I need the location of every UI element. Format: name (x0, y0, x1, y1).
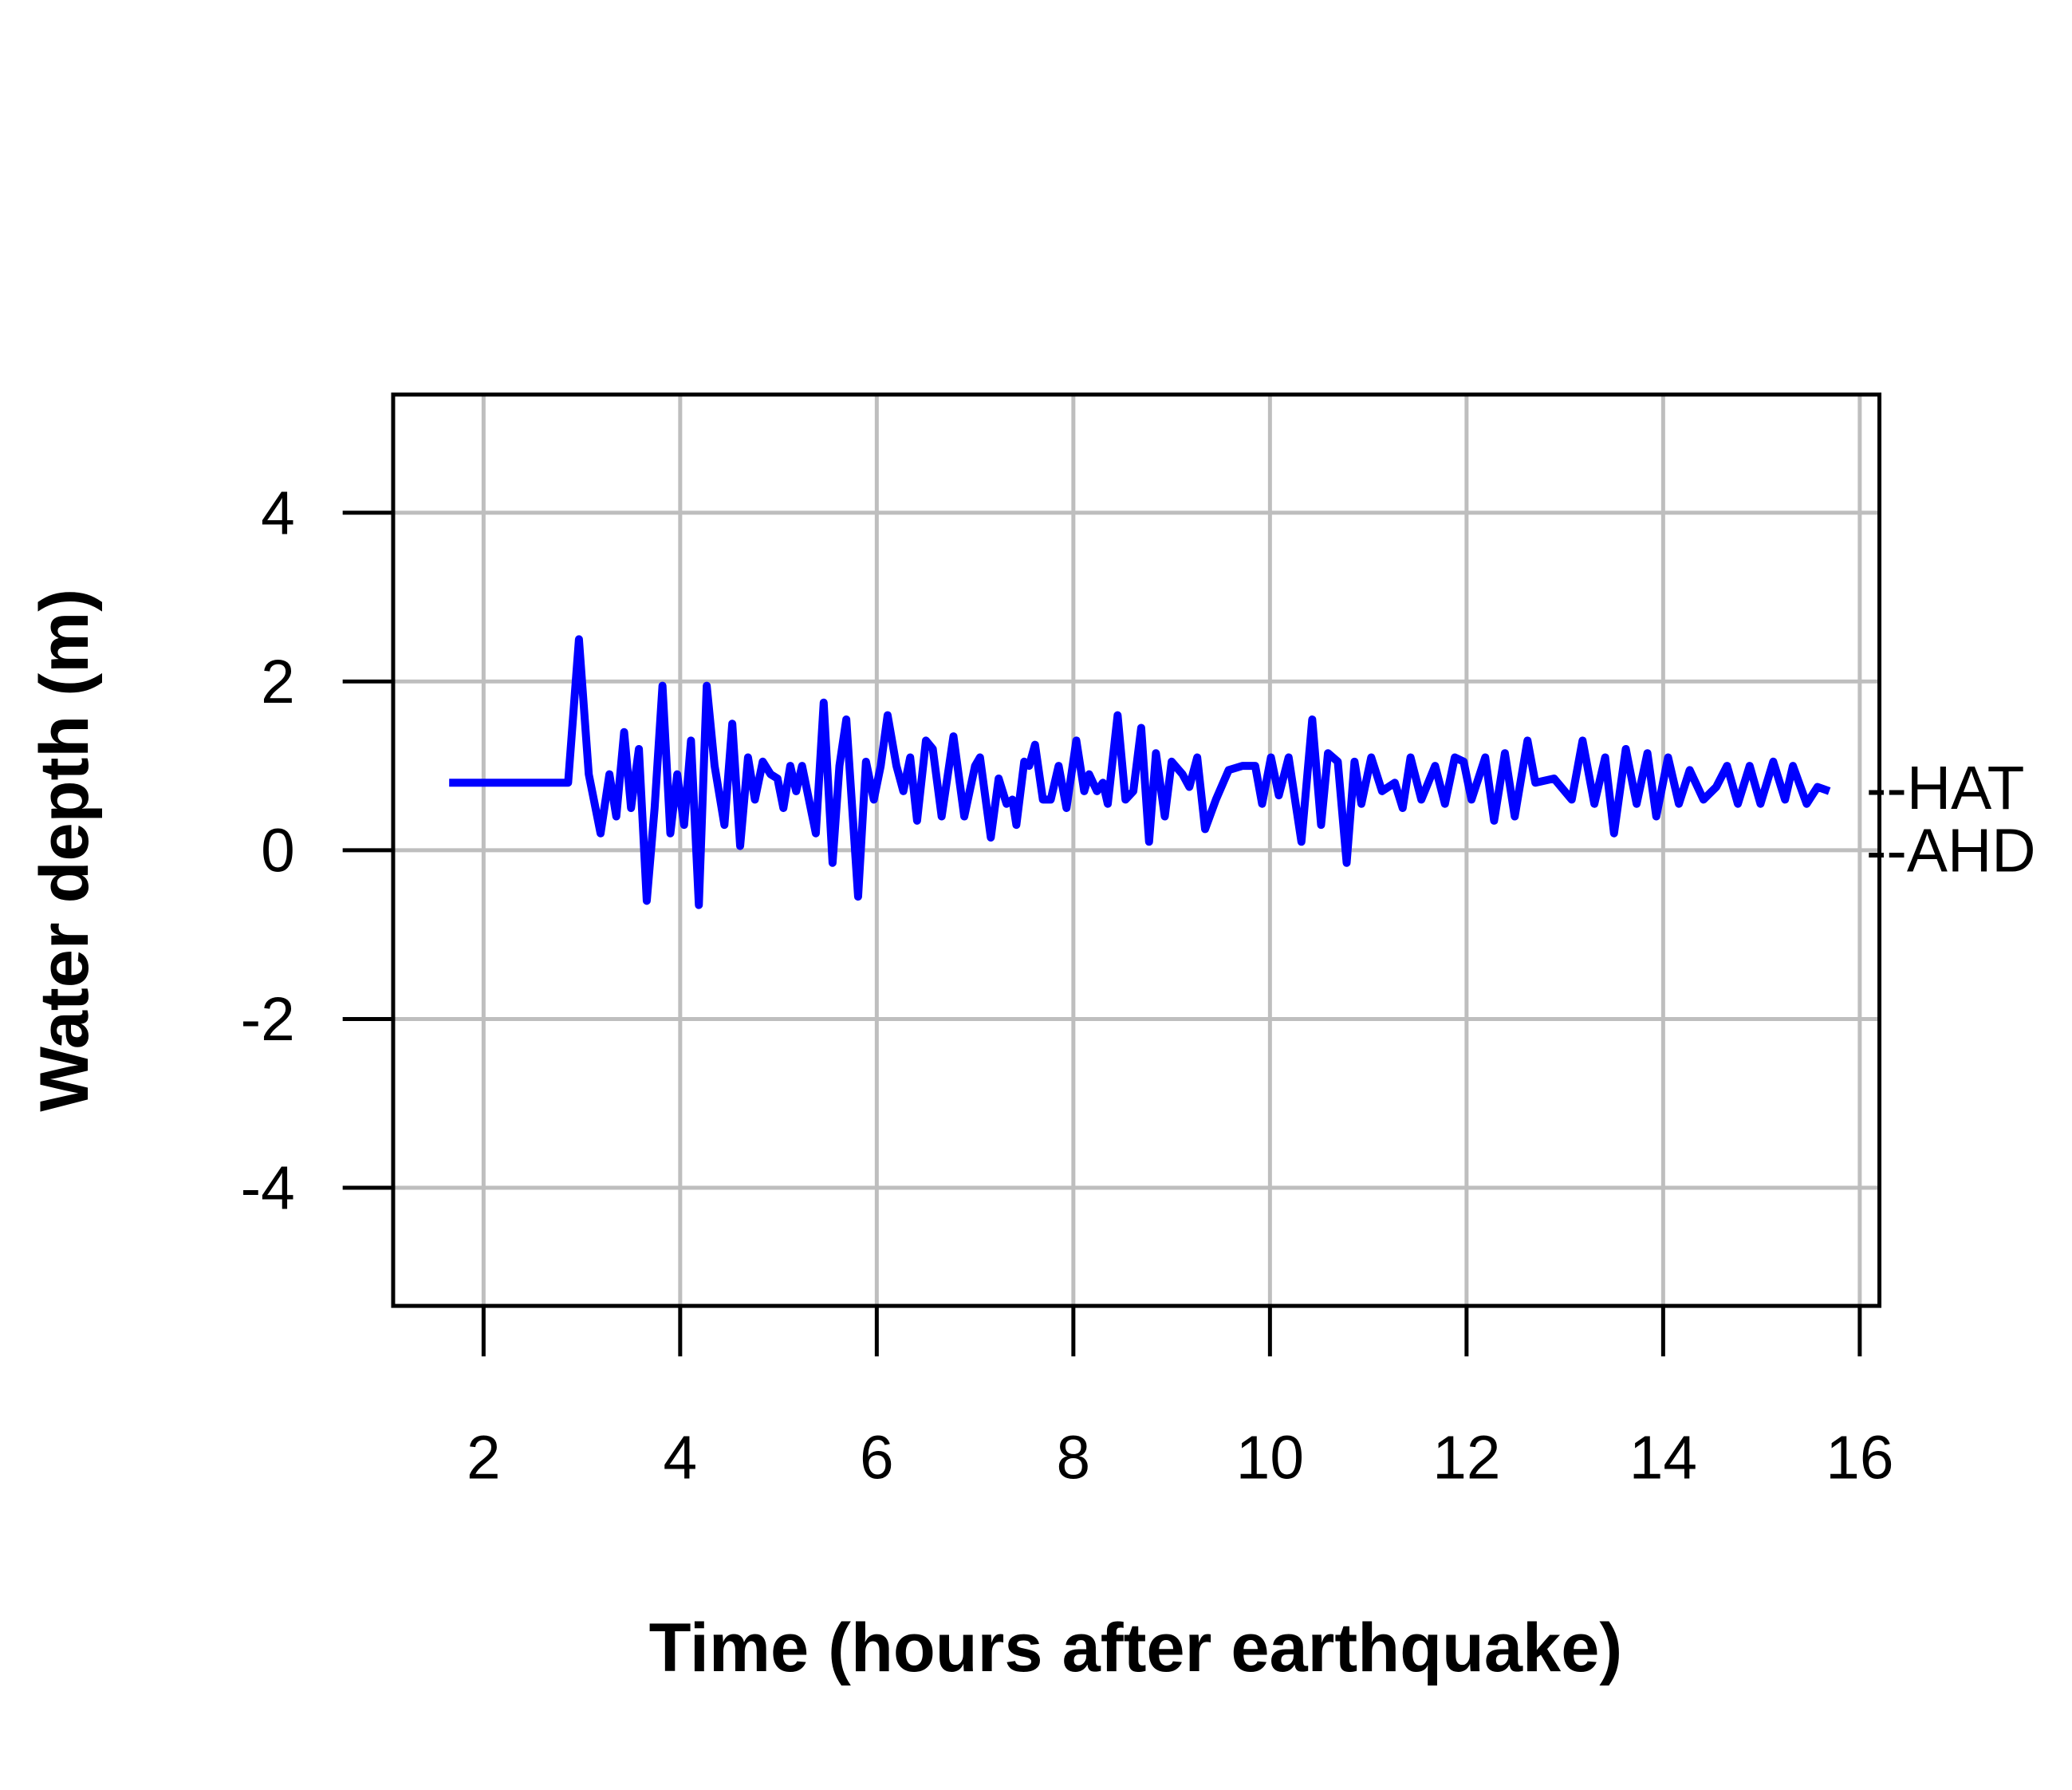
y-tick-label: 2 (261, 649, 295, 716)
data-line (449, 635, 1831, 909)
y-tick-label: -4 (241, 1155, 295, 1223)
y-axis-label: Water depth (m) (26, 589, 103, 1112)
x-axis-label: Time (hours after earthquake) (649, 1610, 1623, 1686)
x-tick-label: 4 (664, 1425, 698, 1492)
x-tick-label: 16 (1826, 1425, 1893, 1492)
y-tick-label: 4 (261, 479, 295, 547)
x-tick-label: 2 (467, 1425, 501, 1492)
annotation: --HAT (1866, 755, 2025, 822)
x-tick-label: 8 (1057, 1425, 1091, 1492)
x-tick-label: 10 (1236, 1425, 1304, 1492)
x-tick-label: 14 (1629, 1425, 1697, 1492)
y-tick-label: 0 (261, 818, 295, 885)
plot-frame (391, 392, 1882, 1308)
x-tick-label: 12 (1432, 1425, 1500, 1492)
annotation: --AHD (1866, 818, 2036, 885)
y-tick-label: -2 (241, 986, 295, 1054)
x-tick-label: 6 (860, 1425, 894, 1492)
